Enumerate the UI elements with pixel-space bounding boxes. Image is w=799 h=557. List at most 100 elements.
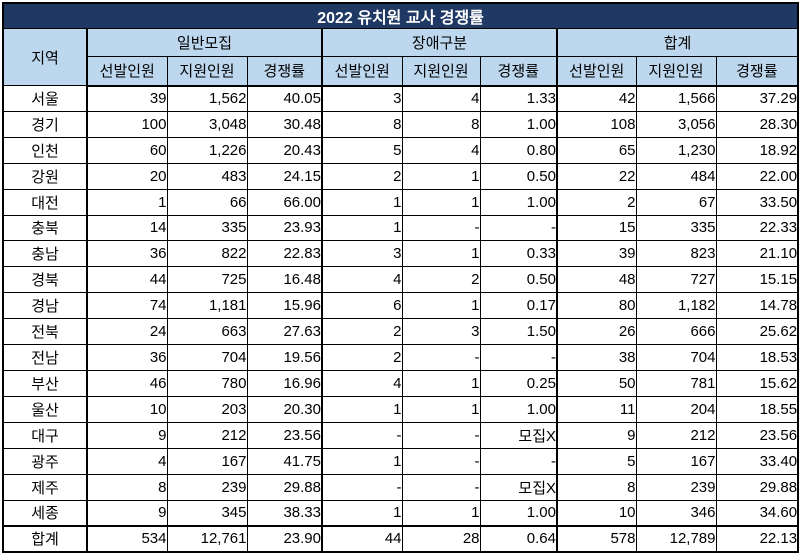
value-cell: 10	[556, 499, 637, 527]
value-cell: 36	[86, 240, 168, 268]
value-cell: 781	[635, 369, 717, 397]
value-cell: 0.64	[479, 524, 558, 553]
value-cell: 1,562	[166, 85, 248, 112]
value-cell: 14.78	[715, 292, 799, 320]
value-cell: 60	[86, 136, 168, 164]
table-row: 경기 100 3,048 30.48 8 8 1.00 108 3,056 28.30	[2, 110, 799, 138]
region-cell: 광주	[2, 447, 88, 475]
value-cell: 3,056	[635, 110, 717, 138]
table-row: 강원 20 483 24.15 2 1 0.50 22 484 22.00	[2, 162, 799, 190]
value-cell: -	[479, 214, 558, 242]
value-cell: 346	[635, 499, 717, 527]
column-header-region: 지역	[2, 28, 88, 86]
value-cell: 6	[321, 292, 403, 320]
value-cell: 8	[86, 473, 168, 501]
region-cell: 서울	[2, 85, 88, 112]
value-cell: 2	[321, 318, 403, 346]
value-cell: 2	[321, 162, 403, 190]
value-cell: 50	[556, 369, 637, 397]
value-cell: 9	[556, 421, 637, 449]
value-cell: 4	[321, 369, 403, 397]
value-cell: 204	[635, 395, 717, 423]
value-cell: 0.80	[479, 136, 558, 164]
value-cell: 3	[401, 318, 481, 346]
value-cell: 1	[321, 188, 403, 216]
value-cell: 15.62	[715, 369, 799, 397]
value-cell: 66.00	[246, 188, 323, 216]
value-cell: -	[401, 473, 481, 501]
value-cell: 29.88	[246, 473, 323, 501]
value-cell: 4	[401, 136, 481, 164]
value-cell: 108	[556, 110, 637, 138]
region-cell: 세종	[2, 499, 88, 527]
value-cell: 23.93	[246, 214, 323, 242]
table-row: 광주 4 167 41.75 1- -5 167 33.40	[2, 447, 799, 475]
value-cell: 28.30	[715, 110, 799, 138]
table-row: 서울 39 1,562 40.05 3 4 1.33 42 1,566 37.29	[2, 85, 799, 112]
value-cell: 20.43	[246, 136, 323, 164]
value-cell: 4	[321, 266, 403, 294]
region-cell: 대전	[2, 188, 88, 216]
value-cell: 34.60	[715, 499, 799, 527]
sub-header-disability-rate: 경쟁률	[479, 56, 558, 87]
value-cell: 65	[556, 136, 637, 164]
value-cell: 1	[401, 240, 481, 268]
value-cell: 15.15	[715, 266, 799, 294]
total-row: 합계 534 12,761 23.90 44 28 0.64 578 12,789 22.13	[2, 524, 799, 553]
value-cell: 0.50	[479, 266, 558, 294]
value-cell: 1	[401, 369, 481, 397]
region-cell: 인천	[2, 136, 88, 164]
value-cell: 40.05	[246, 85, 323, 112]
table-row: 울산 10 203 20.30 1 1 1.00 11 204 18.55	[2, 395, 799, 423]
group-header-disability: 장애구분	[321, 28, 558, 57]
value-cell: 1,181	[166, 292, 248, 320]
table-row: 전북 24 663 27.63 2 3 1.50 26 666 25.62	[2, 318, 799, 346]
value-cell: 2	[556, 188, 637, 216]
value-cell: 1	[321, 499, 403, 527]
value-cell: -	[479, 344, 558, 371]
value-cell: 8	[321, 110, 403, 138]
value-cell: 27.63	[246, 318, 323, 346]
table-title-row: 2022 유치원 교사 경쟁률	[2, 2, 799, 29]
value-cell: 483	[166, 162, 248, 190]
sub-header-row: 선발인원 지원인원 경쟁률 선발인원 지원인원 경쟁률 선발인원 지원인원 경쟁…	[3, 56, 799, 87]
value-cell: 24.15	[246, 162, 323, 190]
value-cell: 725	[166, 266, 248, 294]
value-cell: 38.33	[246, 499, 323, 527]
value-cell: 22.33	[715, 214, 799, 242]
table-row: 인천 60 1,226 20.43 5 4 0.80 65 1,230 18.92	[2, 136, 799, 164]
value-cell: 25.62	[715, 318, 799, 346]
sub-header-general-rate: 경쟁률	[246, 56, 323, 87]
table-row: 대구 9 212 23.56- - 모집X 9 212 23.56	[2, 421, 799, 449]
table-title: 2022 유치원 교사 경쟁률	[2, 2, 799, 29]
value-cell: 1,566	[635, 85, 717, 112]
table-row: 경북 44 725 16.48 4 2 0.50 48 727 15.15	[2, 266, 799, 294]
value-cell: 11	[556, 395, 637, 423]
value-cell: 33.40	[715, 447, 799, 475]
value-cell: 5	[321, 136, 403, 164]
value-cell: -	[401, 421, 481, 449]
value-cell: 1.00	[479, 499, 558, 527]
value-cell: 780	[166, 369, 248, 397]
value-cell: 1	[321, 214, 403, 242]
value-cell: 15.96	[246, 292, 323, 320]
value-cell: 9	[86, 421, 168, 449]
value-cell: 822	[166, 240, 248, 268]
table-row: 전남 36 704 19.56 2- -38 704 18.53	[2, 344, 799, 371]
value-cell: 29.88	[715, 473, 799, 501]
value-cell: 239	[635, 473, 717, 501]
value-cell: 모집X	[479, 421, 558, 449]
table-row: 제주 8 239 29.88- - 모집X 8 239 29.88	[2, 473, 799, 501]
value-cell: 239	[166, 473, 248, 501]
value-cell: 20.30	[246, 395, 323, 423]
value-cell: 10	[86, 395, 168, 423]
value-cell: 14	[86, 214, 168, 242]
value-cell: 30.48	[246, 110, 323, 138]
value-cell: 2	[401, 266, 481, 294]
value-cell: 1.00	[479, 110, 558, 138]
value-cell: 1.00	[479, 395, 558, 423]
value-cell: 1.00	[479, 188, 558, 216]
value-cell: -	[401, 214, 481, 242]
value-cell: 44	[321, 524, 403, 553]
